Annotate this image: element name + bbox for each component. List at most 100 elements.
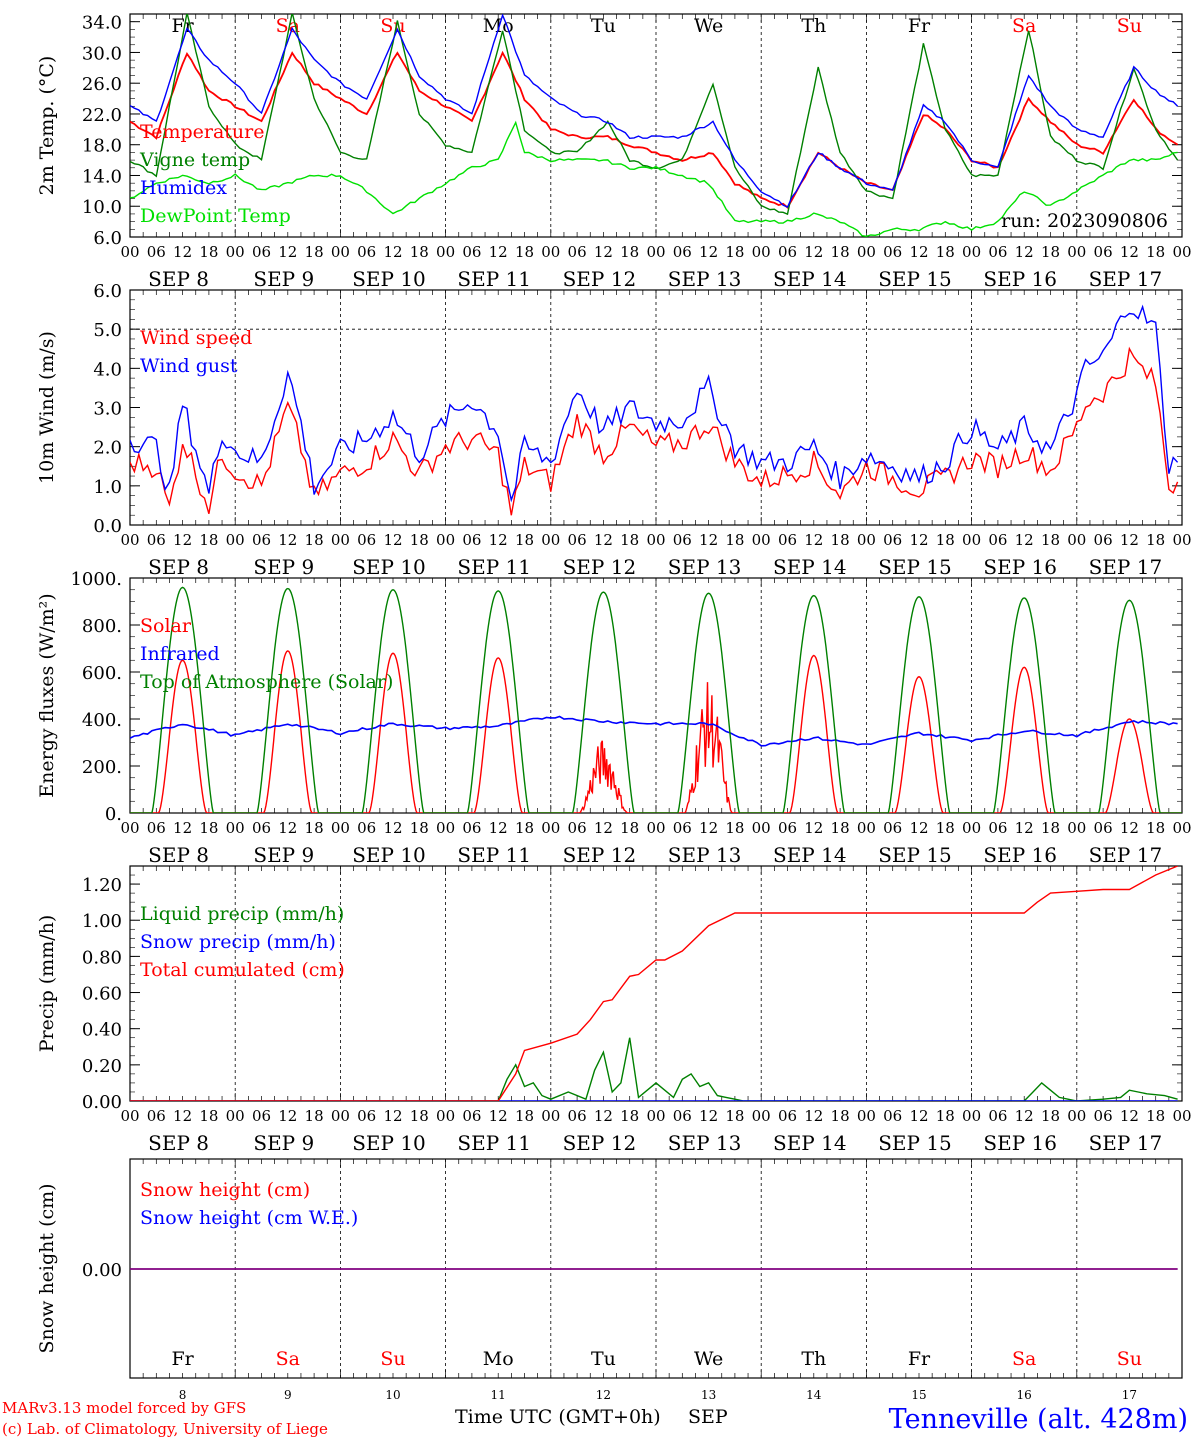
hour-label: 18 <box>831 1107 850 1125</box>
hour-label: 12 <box>489 819 508 837</box>
hour-label: 00 <box>436 819 455 837</box>
hour-label: 06 <box>252 531 271 549</box>
hour-label: 12 <box>489 1107 508 1125</box>
hour-label: 12 <box>1015 243 1034 261</box>
hour-label: 00 <box>1172 819 1191 837</box>
hour-label: 18 <box>515 1107 534 1125</box>
day-number-label: 10 <box>385 1388 400 1402</box>
hour-label: 12 <box>804 819 823 837</box>
day-of-week-label: We <box>694 1348 723 1370</box>
hour-label: 18 <box>725 1107 744 1125</box>
day-of-week-label: Mo <box>483 1348 514 1370</box>
wind-series <box>130 304 1179 516</box>
hour-label: 00 <box>857 1107 876 1125</box>
y-tick-label: 30.0 <box>82 43 122 64</box>
hour-label: 00 <box>120 819 139 837</box>
hour-label: 18 <box>620 243 639 261</box>
date-label: SEP 8 <box>148 267 209 291</box>
series-line-total-cumulated-cm- <box>130 866 1178 1101</box>
legend-entry: Humidex <box>140 177 227 199</box>
hour-label: 18 <box>199 819 218 837</box>
day-of-week-label: Tu <box>591 15 616 37</box>
date-label: SEP 13 <box>668 1131 742 1155</box>
date-label: SEP 14 <box>773 267 847 291</box>
legend-entry: Snow height (cm) <box>140 1179 310 1201</box>
hour-label: 12 <box>909 1107 928 1125</box>
hour-label: 06 <box>147 531 166 549</box>
y-tick-label: 26.0 <box>82 74 122 95</box>
date-label: SEP 8 <box>148 555 209 579</box>
date-label: SEP 16 <box>983 267 1057 291</box>
hour-label: 00 <box>1067 819 1086 837</box>
hour-label: 12 <box>699 531 718 549</box>
y-tick-label: 18.0 <box>82 136 122 157</box>
day-number-label: 14 <box>806 1388 822 1402</box>
date-label: SEP 15 <box>878 555 952 579</box>
hour-label: 18 <box>410 819 429 837</box>
day-of-week-label: Mo <box>483 15 514 37</box>
hour-label: 12 <box>1015 531 1034 549</box>
hour-label: 18 <box>410 531 429 549</box>
date-label: SEP 17 <box>1089 555 1163 579</box>
y-tick-label: 800. <box>82 616 122 637</box>
day-of-week-label: Sa <box>276 1348 300 1370</box>
y-tick-label: 1.0 <box>93 477 122 498</box>
y-tick-label: 2.0 <box>93 438 122 459</box>
day-of-week-label: We <box>694 15 723 37</box>
date-label: SEP 11 <box>457 267 531 291</box>
hour-label: 12 <box>804 1107 823 1125</box>
legend-entry: DewPoint Temp <box>140 205 291 227</box>
hour-label: 12 <box>1015 1107 1034 1125</box>
hour-label: 12 <box>594 819 613 837</box>
hour-label: 06 <box>883 819 902 837</box>
hour-label: 06 <box>1094 1107 1113 1125</box>
hour-label: 00 <box>752 819 771 837</box>
hour-label: 18 <box>620 819 639 837</box>
hour-label: 00 <box>752 243 771 261</box>
hour-label: 18 <box>725 243 744 261</box>
day-number-label: 12 <box>596 1388 611 1402</box>
hour-label: 18 <box>515 819 534 837</box>
series-line-top-of-atmosphere-solar- <box>130 586 1182 813</box>
hour-label: 06 <box>673 819 692 837</box>
hour-label: 00 <box>646 531 665 549</box>
hour-label: 12 <box>1120 1107 1139 1125</box>
date-label: SEP 11 <box>457 555 531 579</box>
hour-label: 18 <box>1041 243 1060 261</box>
hour-label: 12 <box>383 531 402 549</box>
hour-label: 00 <box>331 531 350 549</box>
hour-label: 18 <box>199 243 218 261</box>
hour-label: 18 <box>305 1107 324 1125</box>
date-label: SEP 10 <box>352 267 426 291</box>
hour-label: 00 <box>226 1107 245 1125</box>
y-axis-label: Precip (mm/h) <box>36 915 58 1053</box>
hour-label: 18 <box>831 243 850 261</box>
day-of-week-label: Sa <box>1012 15 1036 37</box>
hour-label: 18 <box>1041 531 1060 549</box>
hour-label: 18 <box>620 1107 639 1125</box>
date-label: SEP 10 <box>352 555 426 579</box>
legend-entry: Total cumulated (cm) <box>140 959 345 981</box>
hour-label: 06 <box>252 1107 271 1125</box>
date-label: SEP 8 <box>148 843 209 867</box>
precip-series <box>130 866 1178 1101</box>
hour-label: 00 <box>1067 1107 1086 1125</box>
series-line-infrared <box>130 715 1178 747</box>
hour-label: 06 <box>252 819 271 837</box>
hour-label: 12 <box>804 243 823 261</box>
hour-label: 00 <box>541 819 560 837</box>
hour-label: 00 <box>226 819 245 837</box>
hour-label: 06 <box>673 243 692 261</box>
date-label: SEP 16 <box>983 555 1057 579</box>
hour-label: 00 <box>331 819 350 837</box>
hour-label: 06 <box>357 1107 376 1125</box>
hour-label: 00 <box>331 243 350 261</box>
hour-label: 06 <box>462 531 481 549</box>
legend-entry: Solar <box>140 615 192 637</box>
hour-label: 18 <box>1041 1107 1060 1125</box>
series-line-humidex <box>130 14 1179 209</box>
hour-label: 12 <box>1015 819 1034 837</box>
date-label: SEP 10 <box>352 843 426 867</box>
hour-label: 06 <box>988 819 1007 837</box>
